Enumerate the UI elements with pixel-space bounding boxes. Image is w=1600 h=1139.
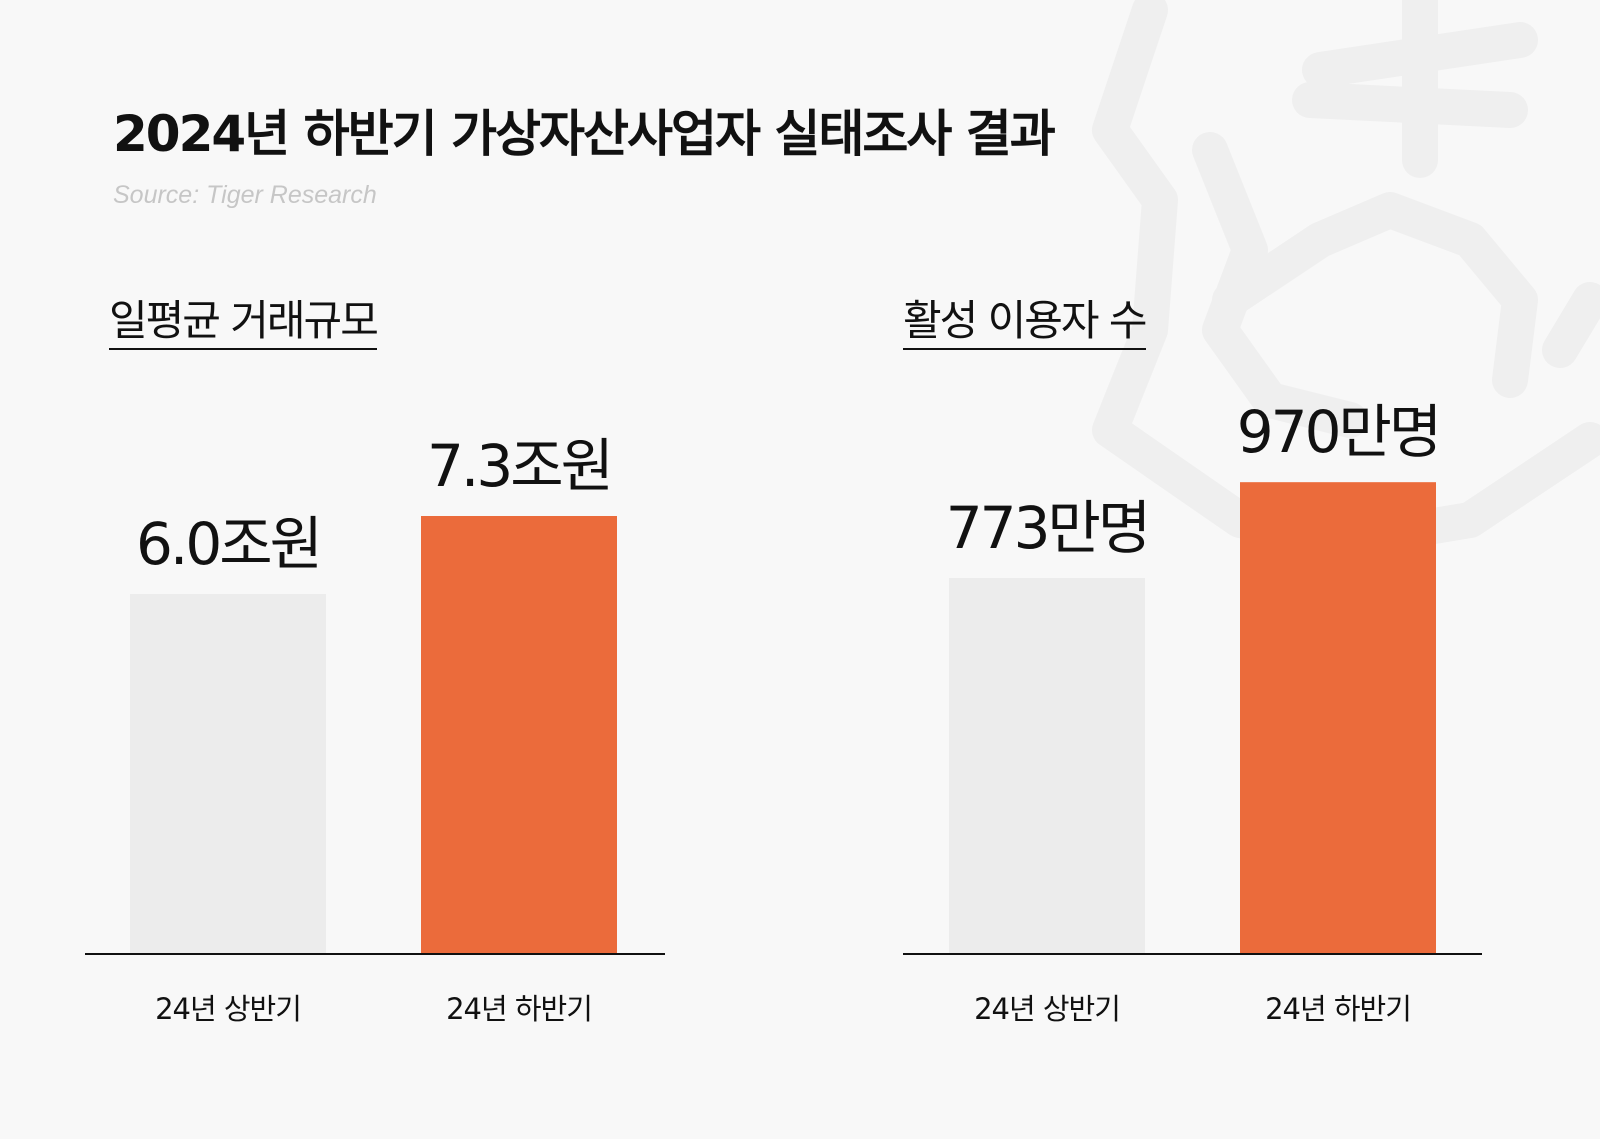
category-label-trading-volume-1: 24년 하반기 [446, 992, 592, 1026]
value-label-trading-volume-0: 6.0조원 [136, 510, 320, 578]
page-title: 2024년 하반기 가상자산사업자 실태조사 결과 [113, 105, 1056, 163]
category-label-active-users-0: 24년 상반기 [974, 992, 1120, 1026]
value-label-trading-volume-1: 7.3조원 [427, 432, 611, 500]
bar-active-users-0 [949, 578, 1145, 954]
value-label-active-users-1: 970만명 [1237, 398, 1439, 466]
source-note: Source: Tiger Research [113, 181, 377, 209]
value-label-active-users-0: 773만명 [946, 494, 1148, 562]
category-label-active-users-1: 24년 하반기 [1265, 992, 1411, 1026]
bar-trading-volume-0 [130, 594, 326, 954]
category-label-trading-volume-0: 24년 상반기 [155, 992, 301, 1026]
bar-trading-volume-1 [421, 516, 617, 954]
chart-title-active-users: 활성 이용자 수 [903, 296, 1148, 350]
chart-title-trading-volume: 일평균 거래규모 [109, 296, 379, 350]
bar-active-users-1 [1240, 482, 1436, 954]
